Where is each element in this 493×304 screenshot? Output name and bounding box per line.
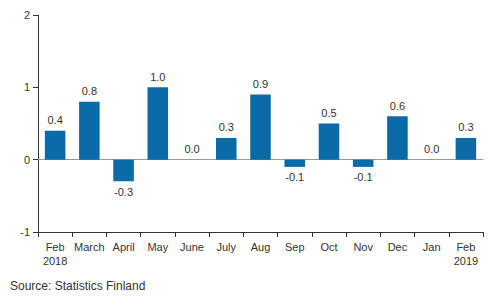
- svg-text:0.8: 0.8: [82, 85, 97, 97]
- svg-text:0.0: 0.0: [424, 143, 439, 155]
- svg-text:2: 2: [24, 9, 30, 21]
- svg-text:Sep: Sep: [285, 241, 305, 253]
- svg-text:0.5: 0.5: [321, 107, 336, 119]
- svg-text:-1: -1: [20, 226, 30, 238]
- svg-text:July: July: [216, 241, 236, 253]
- svg-text:March: March: [74, 241, 105, 253]
- svg-text:0.0: 0.0: [184, 143, 199, 155]
- svg-text:April: April: [113, 241, 135, 253]
- svg-text:Oct: Oct: [320, 241, 337, 253]
- svg-text:Feb: Feb: [46, 241, 65, 253]
- svg-text:2018: 2018: [43, 255, 67, 267]
- svg-text:0.3: 0.3: [458, 121, 473, 133]
- svg-text:2019: 2019: [454, 255, 478, 267]
- svg-text:0: 0: [24, 154, 30, 166]
- svg-text:Aug: Aug: [251, 241, 271, 253]
- svg-text:Source: Statistics Finland: Source: Statistics Finland: [10, 279, 145, 293]
- svg-text:June: June: [180, 241, 204, 253]
- svg-text:1.0: 1.0: [150, 71, 165, 83]
- svg-text:0.4: 0.4: [47, 114, 62, 126]
- svg-text:0.9: 0.9: [253, 78, 268, 90]
- svg-text:-0.1: -0.1: [285, 171, 304, 183]
- svg-text:Jan: Jan: [423, 241, 441, 253]
- svg-text:May: May: [147, 241, 168, 253]
- svg-text:-0.1: -0.1: [354, 171, 373, 183]
- svg-text:0.3: 0.3: [219, 121, 234, 133]
- svg-text:Feb: Feb: [456, 241, 475, 253]
- svg-text:0.6: 0.6: [390, 100, 405, 112]
- svg-text:Dec: Dec: [388, 241, 408, 253]
- svg-text:Nov: Nov: [353, 241, 373, 253]
- svg-text:1: 1: [24, 81, 30, 93]
- svg-text:-0.3: -0.3: [114, 186, 133, 198]
